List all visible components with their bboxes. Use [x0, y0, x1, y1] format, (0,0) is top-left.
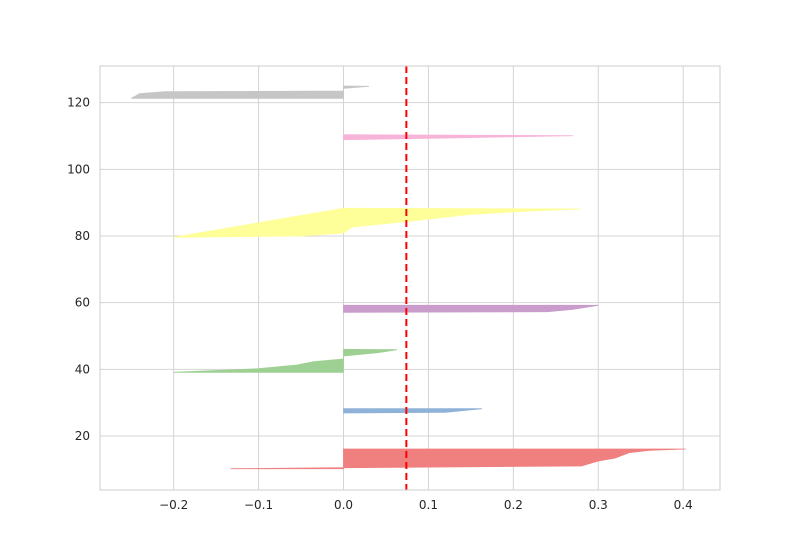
grid-lines — [100, 66, 720, 490]
y-tick-label: 60 — [75, 296, 90, 310]
y-tick-label: 40 — [75, 362, 90, 376]
cluster-area-2 — [343, 408, 482, 414]
cluster-area-5 — [173, 207, 582, 238]
cluster-area-1 — [230, 448, 686, 470]
series-areas — [131, 85, 686, 470]
axes: −0.2 −0.1 0.0 0.1 0.2 0.3 0.4 20 40 60 80 100 120 — [67, 65, 721, 512]
x-tick-label: 0.2 — [504, 498, 523, 512]
x-tick-label: −0.1 — [244, 498, 273, 512]
x-tick-label: −0.2 — [159, 498, 188, 512]
cluster-area-3 — [173, 348, 398, 373]
cluster-area-7 — [131, 85, 370, 99]
x-tick-label: 0.1 — [419, 498, 438, 512]
y-tick-label: 20 — [75, 429, 90, 443]
x-tick-label: 0.4 — [674, 498, 693, 512]
x-tick-label: 0.0 — [334, 498, 353, 512]
y-tick-label: 80 — [75, 229, 90, 243]
cluster-area-4 — [343, 304, 599, 313]
y-tick-label: 100 — [67, 162, 90, 176]
cluster-area-6 — [343, 134, 573, 141]
y-tick-label: 120 — [67, 96, 90, 110]
plot-frame — [99, 65, 721, 491]
x-tick-label: 0.3 — [589, 498, 608, 512]
